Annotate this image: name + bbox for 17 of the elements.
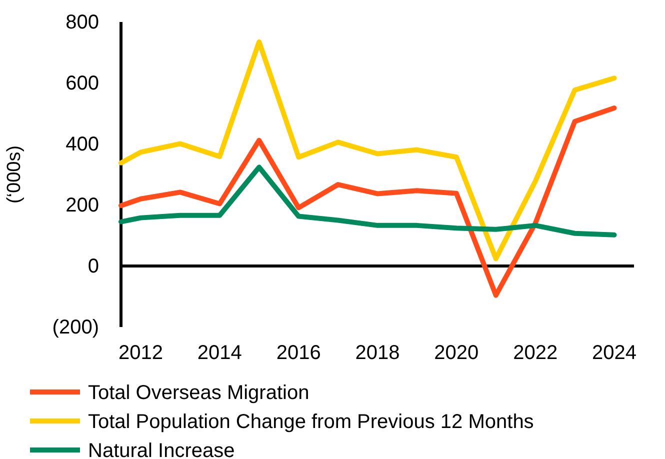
y-tick-label: 400: [66, 133, 99, 156]
y-tick-label: 600: [66, 72, 99, 94]
x-tick-label: 2014: [197, 342, 242, 364]
y-tick-label: 0: [88, 255, 99, 278]
legend-label: Total Overseas Migration: [88, 382, 310, 404]
x-tick-label: 2020: [434, 342, 479, 364]
y-tick-label: 800: [66, 11, 99, 34]
y-tick-label: 200: [66, 194, 99, 216]
y-axis-title: (‘000s): [4, 145, 25, 204]
y-tick-label: (200): [52, 316, 99, 338]
x-tick-label: 2022: [513, 342, 558, 364]
legend-label: Total Population Change from Previous 12 Months: [88, 411, 534, 433]
x-tick-label: 2012: [118, 342, 163, 364]
x-tick-label: 2016: [276, 342, 321, 364]
legend-label: Natural Increase: [88, 440, 235, 459]
x-tick-label: 2024: [592, 342, 637, 364]
x-tick-label: 2018: [355, 342, 400, 364]
